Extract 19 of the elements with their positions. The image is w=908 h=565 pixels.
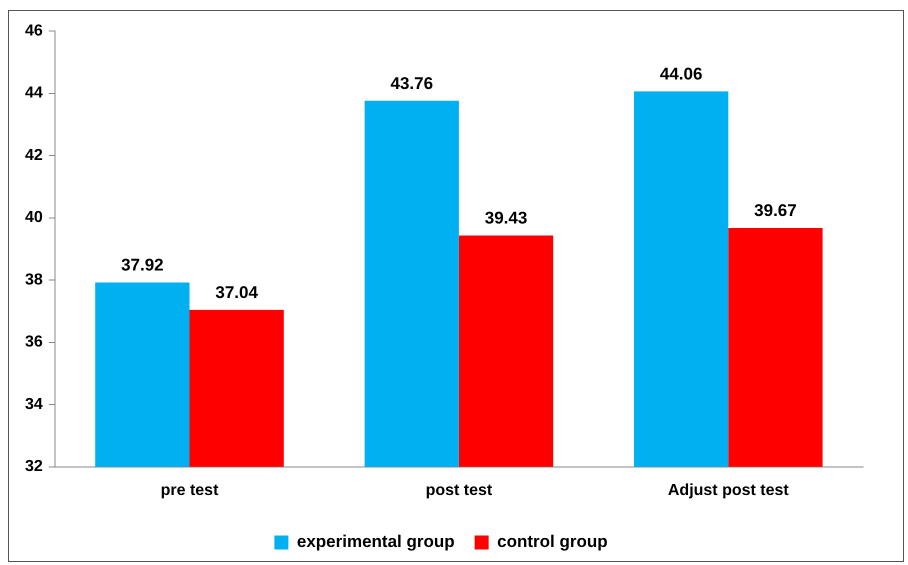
data-label: 37.92 (121, 256, 164, 275)
legend-label: experimental group (296, 532, 455, 552)
x-tick-label: Adjust post test (668, 482, 790, 499)
x-tick-label: pre test (160, 482, 220, 499)
y-tick-label: 36 (25, 334, 43, 351)
data-label: 39.67 (754, 201, 797, 220)
data-label: 44.06 (660, 64, 702, 84)
y-tick-label: 42 (25, 146, 43, 164)
data-label: 37.04 (215, 283, 258, 302)
y-tick-label: 46 (25, 22, 43, 40)
data-label: 43.76 (390, 74, 434, 93)
y-tick-label: 38 (25, 271, 43, 288)
x-tick-label: post test (426, 482, 493, 499)
legend-label: control group (497, 532, 608, 552)
y-tick-label: 32 (25, 458, 43, 476)
y-tick-label: 44 (25, 84, 43, 102)
y-tick-label: 34 (25, 396, 43, 413)
data-label: 39.43 (484, 208, 528, 228)
y-tick-label: 40 (25, 209, 43, 226)
